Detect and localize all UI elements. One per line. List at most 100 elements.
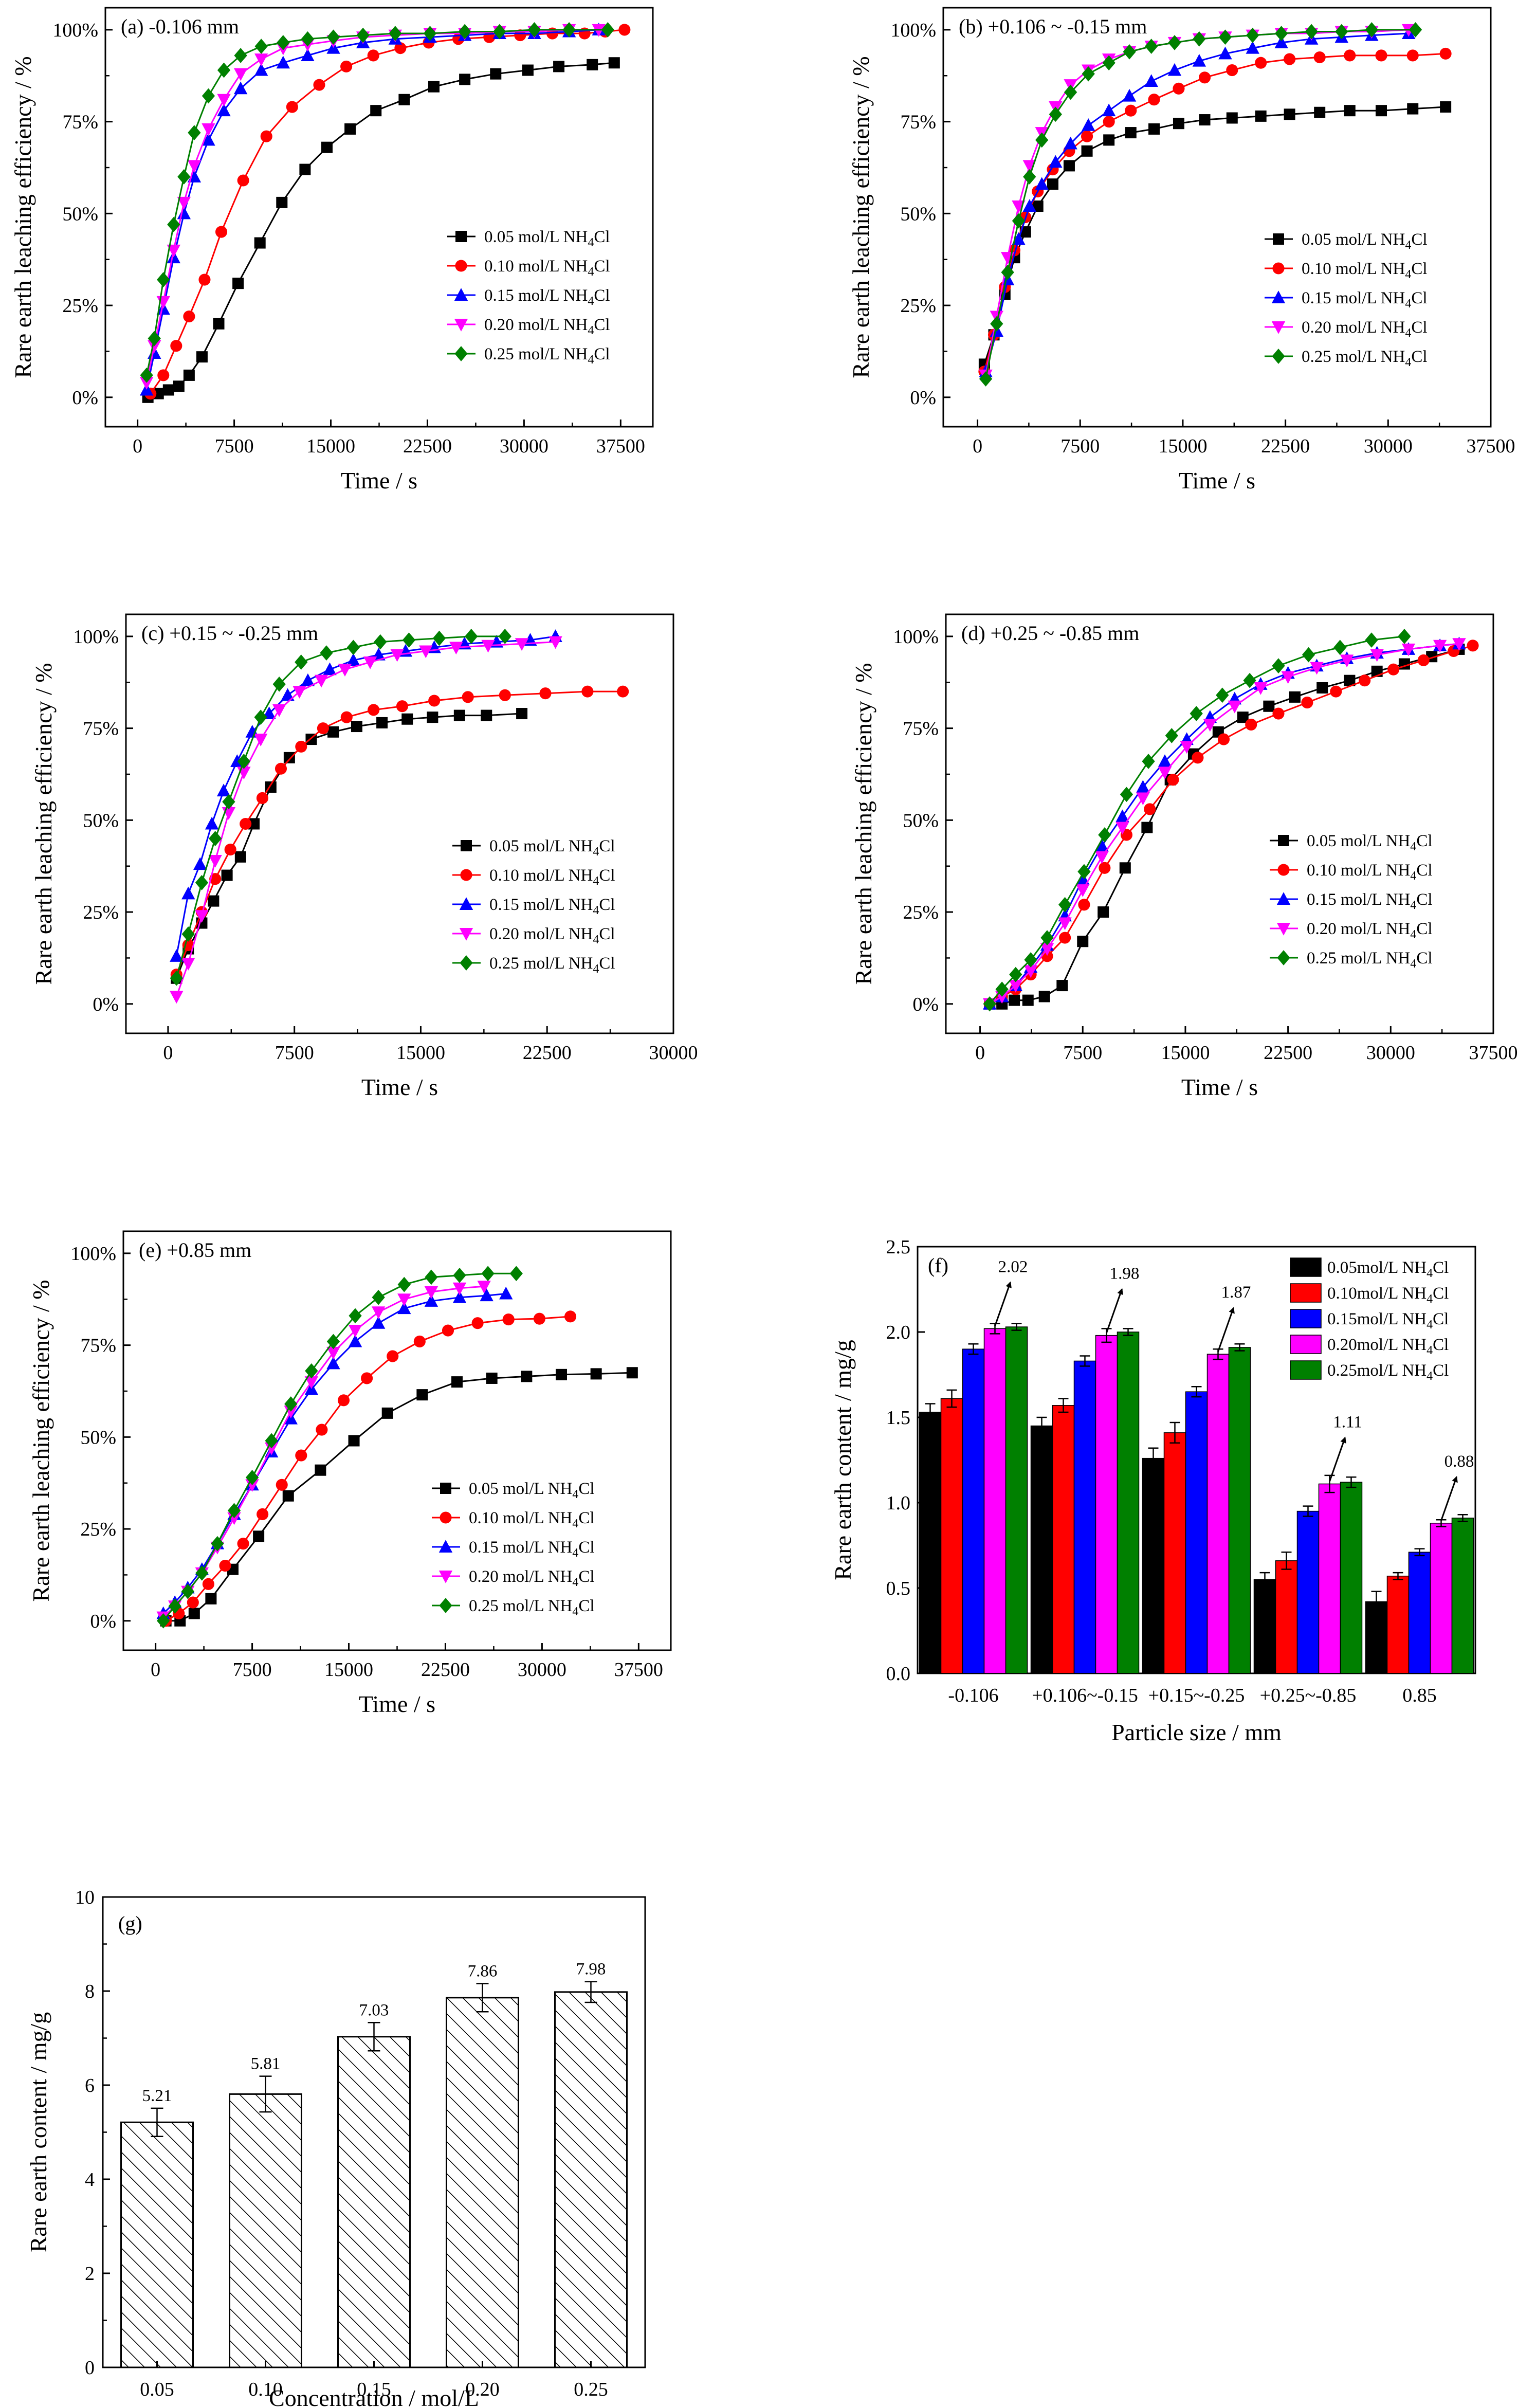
data-point — [283, 752, 295, 763]
data-point — [1284, 108, 1295, 120]
data-point — [181, 886, 195, 900]
data-point — [1289, 691, 1301, 703]
data-point — [1158, 754, 1172, 767]
y-tick-label: 50% — [62, 203, 98, 225]
data-point — [1193, 31, 1206, 47]
data-point — [1001, 264, 1014, 280]
data-point — [1376, 105, 1387, 117]
data-point — [990, 316, 1003, 332]
data-point — [1452, 638, 1466, 651]
chart-panel-b: 0 7500 15000 22500 30000 37500 0% 25% 50% 75% 100%… — [848, 7, 1515, 494]
data-point — [601, 22, 614, 38]
x-tick-label: +0.25~-0.85 — [1260, 1685, 1357, 1706]
y-tick-label: 0.0 — [886, 1663, 911, 1685]
legend-marker — [1277, 864, 1290, 876]
data-point — [224, 843, 236, 856]
y-tick-label: 25% — [80, 1519, 116, 1540]
data-point — [227, 1512, 241, 1525]
x-axis-label: Time / s — [361, 1074, 438, 1100]
chart-panel-f: 0.0 0.5 1.0 1.5 2.0 2.5 -0.106 +0.106~-0.15 +0.1… — [830, 1236, 1476, 1745]
data-point — [1167, 63, 1182, 76]
data-point — [187, 1596, 199, 1609]
data-point — [1077, 864, 1091, 880]
data-point — [1243, 672, 1256, 688]
data-point — [1102, 103, 1116, 117]
data-point — [317, 722, 329, 735]
data-point — [217, 103, 231, 117]
y-tick-label: 8 — [85, 1981, 95, 2002]
x-tick-label: 7500 — [233, 1659, 272, 1681]
legend-entry-2: 0.10 mol/L NH4Cl — [1302, 260, 1428, 281]
data-point — [1148, 94, 1160, 106]
data-point — [1173, 82, 1185, 95]
legend-entry-1: 0.05 mol/L NH4Cl — [484, 228, 610, 249]
legend-marker — [439, 1598, 452, 1613]
data-point — [234, 48, 247, 63]
data-point — [459, 74, 471, 85]
x-tick-label: 15000 — [1158, 435, 1207, 457]
data-point — [374, 634, 387, 650]
data-point — [452, 1282, 467, 1296]
data-point — [1274, 26, 1288, 41]
data-point — [983, 996, 996, 1012]
data-point — [1263, 700, 1275, 712]
data-point — [979, 371, 993, 387]
data-point — [363, 656, 377, 669]
bar — [1073, 1360, 1096, 1674]
y-tick-label: 1.5 — [886, 1407, 911, 1429]
x-axis-label: Time / s — [341, 467, 417, 494]
data-point — [1302, 647, 1315, 663]
x-tick-label: 22500 — [1264, 1042, 1312, 1064]
data-point — [1237, 712, 1249, 723]
data-point — [316, 1424, 328, 1436]
data-point — [219, 1560, 231, 1572]
data-point — [1022, 994, 1034, 1006]
data-point — [1301, 697, 1313, 709]
x-tick-label: 15000 — [396, 1042, 445, 1064]
data-point — [493, 24, 506, 40]
data-point — [462, 691, 474, 703]
data-point — [1168, 35, 1181, 50]
data-point — [1038, 991, 1050, 1002]
data-point — [1190, 706, 1203, 721]
data-point — [1284, 53, 1296, 65]
data-point — [281, 688, 295, 701]
data-point — [376, 717, 388, 728]
y-tick-label: 25% — [83, 902, 119, 923]
data-point — [1076, 884, 1090, 897]
data-point — [1063, 160, 1075, 172]
data-point — [1144, 803, 1156, 815]
data-point — [157, 369, 170, 381]
data-point — [208, 854, 222, 868]
data-point — [1203, 719, 1217, 732]
data-point — [253, 1530, 265, 1542]
data-point — [1136, 780, 1150, 793]
data-point — [254, 39, 268, 54]
bar — [1296, 1510, 1320, 1674]
legend-marker — [438, 1540, 453, 1553]
data-point — [254, 237, 266, 249]
data-point — [1218, 29, 1232, 45]
bar — [1005, 1326, 1028, 1674]
data-point — [1398, 629, 1411, 644]
data-point — [1255, 57, 1267, 69]
legend-swatch — [1290, 1257, 1322, 1277]
data-point — [237, 1538, 249, 1550]
data-point — [1409, 22, 1422, 38]
y-axis-label: Rare earth leaching efficiency / % — [28, 1280, 54, 1601]
data-point — [1440, 101, 1452, 113]
data-point — [282, 1490, 294, 1502]
series-line-3 — [145, 29, 599, 390]
data-point — [428, 695, 441, 707]
data-point — [581, 685, 594, 698]
data-point — [305, 1363, 318, 1379]
data-point — [1316, 682, 1328, 694]
annotation-arrow — [1329, 1436, 1346, 1482]
data-point — [1246, 41, 1259, 54]
legend-marker — [460, 955, 473, 971]
data-point — [389, 26, 402, 41]
y-tick-label: 0 — [85, 2357, 95, 2379]
data-point — [1103, 116, 1115, 128]
chart-panel-g: 0 2 4 6 8 10 5.21 0.05 5.81 0.10 7.03 0.15 7.86 0.20 7… — [25, 1887, 646, 2408]
data-point — [1401, 643, 1416, 656]
